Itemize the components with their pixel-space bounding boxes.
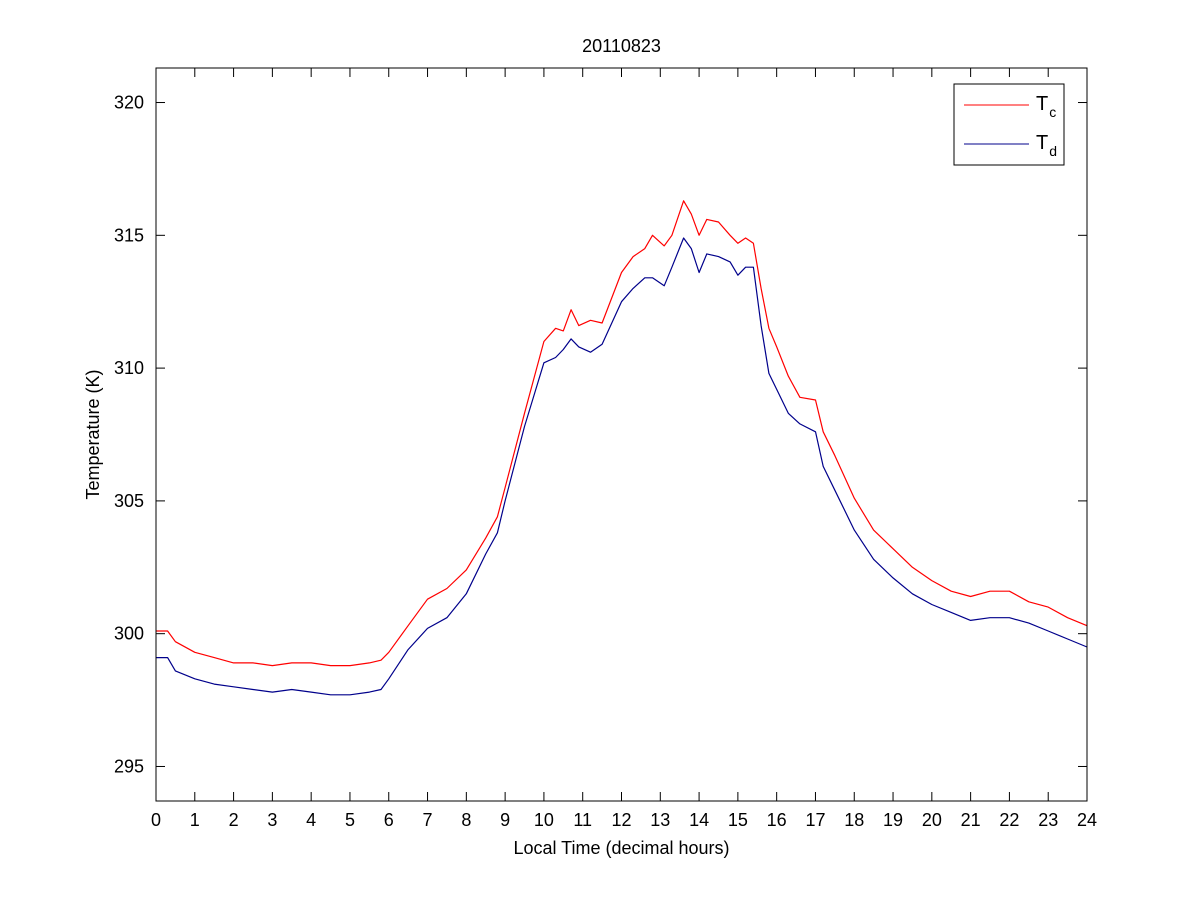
legend: Tc Td — [953, 83, 1065, 166]
y-tick-label: 305 — [114, 491, 144, 511]
plot-frame — [155, 67, 1088, 802]
x-tick-label: 8 — [461, 810, 471, 830]
series-line-t-d — [156, 237, 1088, 696]
y-tick-label: 320 — [114, 93, 144, 113]
x-tick-label: 18 — [844, 810, 864, 830]
x-tick-label: 20 — [922, 810, 942, 830]
x-tick-label: 11 — [573, 810, 592, 830]
y-tick-label: 315 — [114, 225, 144, 245]
x-tick-label: 15 — [728, 810, 748, 830]
x-tick-label: 9 — [500, 810, 510, 830]
x-tick-label: 5 — [345, 810, 355, 830]
x-tick-label: 22 — [999, 810, 1019, 830]
x-tick-label: 12 — [611, 810, 631, 830]
legend-label-td-sub: d — [1049, 143, 1057, 159]
x-tick-label: 4 — [306, 810, 316, 830]
x-tick-label: 10 — [534, 810, 554, 830]
x-tick-label: 16 — [767, 810, 787, 830]
y-axis-title: Temperature (K) — [83, 369, 103, 499]
x-tick-label: 2 — [229, 810, 239, 830]
x-tick-label: 19 — [883, 810, 903, 830]
legend-box — [953, 83, 1065, 166]
y-tick-label: 295 — [114, 756, 144, 776]
x-tick-label: 17 — [805, 810, 825, 830]
legend-label-tc-main: T — [1036, 93, 1048, 115]
legend-label-tc: Tc — [1036, 93, 1056, 120]
x-tick-label: 6 — [384, 810, 394, 830]
x-tick-label: 7 — [423, 810, 433, 830]
x-tick-label: 21 — [961, 810, 981, 830]
x-axis-title: Local Time (decimal hours) — [513, 838, 729, 858]
x-tick-label: 1 — [190, 810, 200, 830]
tick-layer: 0 1 2 3 4 5 6 7 8 9 10 11 12 13 14 15 16 17 18 19 20 21 22 23 24… — [114, 68, 1097, 830]
series-line-t-c — [156, 200, 1088, 667]
y-tick-label: 300 — [114, 624, 144, 644]
series-layer — [156, 200, 1088, 696]
chart-title: 20110823 — [582, 36, 661, 56]
x-tick-label: 14 — [689, 810, 709, 830]
x-tick-label: 13 — [650, 810, 670, 830]
y-tick-label: 310 — [114, 358, 144, 378]
legend-label-tc-sub: c — [1049, 104, 1056, 120]
x-tick-label: 0 — [151, 810, 161, 830]
legend-label-td: Td — [1036, 132, 1057, 159]
plot-area — [156, 68, 1087, 801]
legend-label-td-main: T — [1036, 132, 1048, 154]
x-tick-label: 24 — [1077, 810, 1097, 830]
x-tick-label: 3 — [267, 810, 277, 830]
x-tick-label: 23 — [1038, 810, 1058, 830]
